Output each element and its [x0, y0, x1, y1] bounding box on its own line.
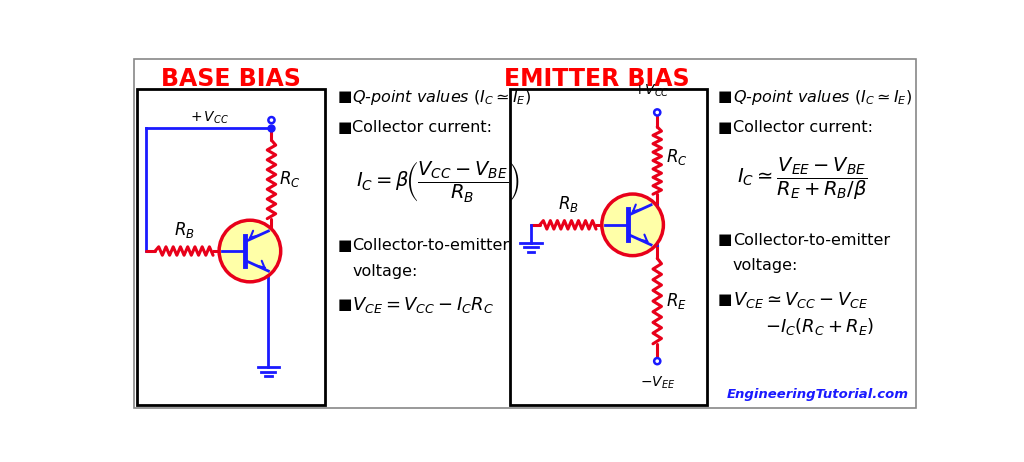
- FancyBboxPatch shape: [137, 89, 326, 405]
- FancyBboxPatch shape: [510, 89, 707, 405]
- Text: $+\,V_{CC}$: $+\,V_{CC}$: [190, 109, 229, 126]
- Text: $+V_{CC}$: $+V_{CC}$: [633, 82, 670, 98]
- Text: $\blacksquare$: $\blacksquare$: [337, 297, 352, 313]
- Circle shape: [219, 220, 281, 282]
- Text: $\blacksquare$: $\blacksquare$: [337, 120, 352, 136]
- Text: Q-point values $(I_C \simeq I_E)$: Q-point values $(I_C \simeq I_E)$: [733, 87, 912, 107]
- Text: Collector current:: Collector current:: [733, 120, 872, 135]
- Circle shape: [602, 194, 664, 255]
- Text: Collector current:: Collector current:: [352, 120, 493, 135]
- Text: EngineeringTutorial.com: EngineeringTutorial.com: [726, 388, 908, 401]
- Text: $-V_{EE}$: $-V_{EE}$: [640, 374, 675, 390]
- Text: Collector-to-emitter: Collector-to-emitter: [733, 233, 890, 248]
- FancyBboxPatch shape: [134, 59, 915, 408]
- Text: $V_{CE} = V_{CC} - I_C R_C$: $V_{CE} = V_{CC} - I_C R_C$: [352, 295, 495, 315]
- Text: $\blacksquare$: $\blacksquare$: [337, 89, 352, 105]
- Text: $R_E$: $R_E$: [666, 291, 686, 311]
- Text: voltage:: voltage:: [352, 263, 418, 279]
- Text: $R_B$: $R_B$: [557, 194, 579, 214]
- Text: $\blacksquare$: $\blacksquare$: [717, 89, 732, 105]
- Text: $R_B$: $R_B$: [174, 220, 195, 240]
- Text: BASE BIAS: BASE BIAS: [161, 67, 301, 91]
- Text: $V_{CE} \simeq V_{CC} - V_{CE}$: $V_{CE} \simeq V_{CC} - V_{CE}$: [733, 290, 868, 310]
- Text: $\blacksquare$: $\blacksquare$: [717, 120, 732, 136]
- Text: $\blacksquare$: $\blacksquare$: [717, 292, 732, 308]
- Text: Collector-to-emitter: Collector-to-emitter: [352, 238, 510, 253]
- Circle shape: [268, 117, 274, 123]
- Text: $R_C$: $R_C$: [280, 170, 301, 189]
- Text: $- I_C(R_C + R_E)$: $- I_C(R_C + R_E)$: [765, 316, 874, 337]
- Text: $\blacksquare$: $\blacksquare$: [337, 237, 352, 254]
- Text: $I_C \simeq \dfrac{V_{EE} - V_{BE}}{R_E + R_B/\beta}$: $I_C \simeq \dfrac{V_{EE} - V_{BE}}{R_E …: [736, 155, 867, 202]
- Text: voltage:: voltage:: [733, 258, 798, 273]
- Text: $R_C$: $R_C$: [666, 147, 687, 167]
- Circle shape: [654, 358, 660, 364]
- Circle shape: [654, 109, 660, 116]
- Text: EMITTER BIAS: EMITTER BIAS: [504, 67, 689, 91]
- Text: $I_C = \beta\!\left(\dfrac{V_{CC} - V_{BE}}{R_B}\right)$: $I_C = \beta\!\left(\dfrac{V_{CC} - V_{B…: [356, 159, 520, 204]
- Text: Q-point values $(I_C \simeq I_E)$: Q-point values $(I_C \simeq I_E)$: [352, 87, 531, 107]
- Text: $\blacksquare$: $\blacksquare$: [717, 232, 732, 248]
